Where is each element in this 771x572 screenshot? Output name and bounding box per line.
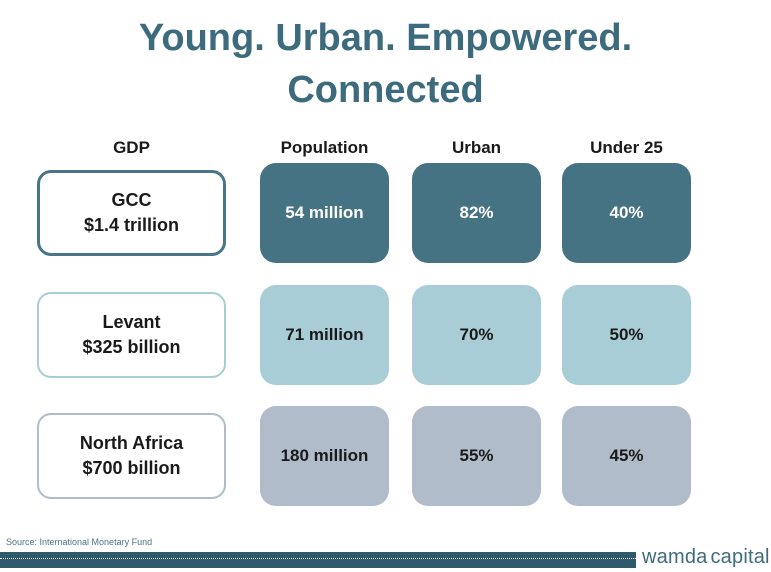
urban-box-levant: 70% — [412, 285, 541, 385]
page-title: Young. Urban. Empowered. Connected — [0, 12, 771, 116]
footer-dotted-line — [0, 558, 636, 559]
header-under25: Under 25 — [590, 138, 663, 157]
title-line-1: Young. Urban. Empowered. — [138, 17, 633, 59]
gdp-box-north-africa: North Africa $700 billion — [37, 413, 226, 499]
urban-box-north-africa: 55% — [412, 406, 541, 506]
header-urban: Urban — [451, 138, 502, 157]
population-box-north-africa: 180 million — [260, 406, 389, 506]
header-population: Population — [280, 138, 369, 157]
population-box-gcc: 54 million — [260, 163, 389, 263]
gdp-value: $1.4 trillion — [83, 215, 180, 235]
under25-box-gcc: 40% — [562, 163, 691, 263]
under25-box-levant: 50% — [562, 285, 691, 385]
source-note: Source: International Monetary Fund — [6, 537, 153, 547]
gdp-box-gcc: GCC $1.4 trillion — [37, 170, 226, 256]
gdp-box-levant: Levant $325 billion — [37, 292, 226, 378]
region-name: North Africa — [79, 433, 184, 453]
title-line-2: Connected — [287, 69, 484, 111]
brand-name: wamda — [642, 546, 708, 568]
region-name: GCC — [111, 190, 152, 210]
brand-logo: wamda capital — [642, 545, 770, 569]
brand-suffix: capital — [710, 546, 770, 568]
header-gdp: GDP — [113, 138, 150, 157]
gdp-value: $700 billion — [82, 458, 181, 478]
under25-box-north-africa: 45% — [562, 406, 691, 506]
gdp-value: $325 billion — [82, 337, 181, 357]
region-name: Levant — [102, 312, 161, 332]
population-box-levant: 71 million — [260, 285, 389, 385]
footer-bar — [0, 552, 636, 568]
urban-box-gcc: 82% — [412, 163, 541, 263]
